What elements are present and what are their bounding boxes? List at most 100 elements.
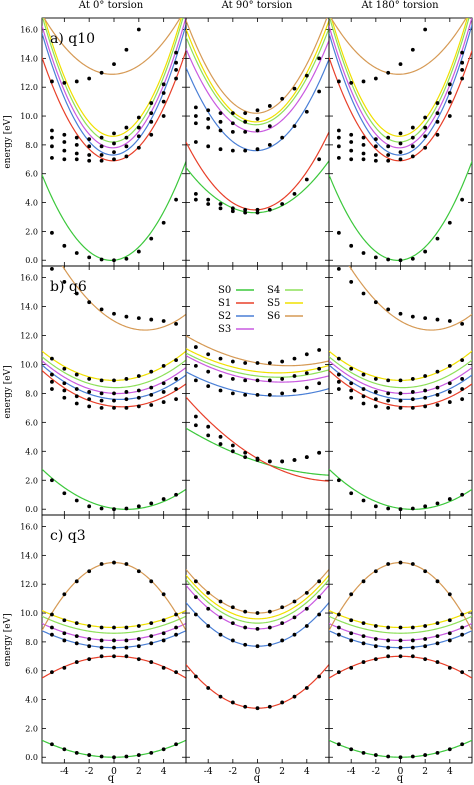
- data-point: [112, 157, 116, 162]
- data-point: [62, 395, 67, 400]
- data-point: [161, 631, 166, 636]
- data-point: [62, 157, 67, 162]
- data-point: [435, 621, 440, 626]
- data-point: [161, 497, 166, 501]
- data-point: [398, 638, 403, 643]
- data-point: [410, 256, 415, 261]
- y-tick-label: 14.0: [20, 551, 38, 560]
- data-point: [218, 202, 223, 206]
- data-point: [460, 76, 465, 81]
- data-point: [373, 569, 378, 574]
- panels: 0.02.04.06.08.010.012.014.016.0a) q100.0…: [20, 17, 473, 777]
- data-point: [230, 605, 235, 610]
- data-point: [373, 300, 378, 305]
- panel-r1-c1: [185, 265, 330, 516]
- curves: [329, 561, 472, 758]
- data-point: [87, 657, 92, 662]
- data-point: [447, 747, 452, 752]
- data-point: [267, 392, 272, 397]
- data-point: [460, 625, 465, 630]
- points: [336, 560, 465, 760]
- data-point: [62, 366, 67, 371]
- data-point: [349, 747, 354, 752]
- points: [193, 56, 322, 215]
- data-point: [62, 638, 67, 643]
- data-point: [373, 504, 378, 509]
- data-point: [149, 392, 154, 397]
- data-point: [267, 642, 272, 647]
- data-point: [386, 506, 391, 511]
- data-point: [87, 153, 92, 157]
- panel-label: c) q3: [50, 528, 86, 544]
- data-point: [50, 144, 54, 149]
- data-point: [62, 280, 67, 284]
- data-point: [230, 449, 235, 454]
- data-point: [447, 114, 452, 118]
- data-point: [255, 117, 260, 121]
- data-point: [174, 742, 178, 747]
- data-point: [336, 372, 341, 377]
- data-point: [410, 645, 415, 650]
- column-title-1: At 90° torsion: [221, 0, 293, 11]
- legend-label-s5: S5: [267, 298, 280, 309]
- data-point: [124, 154, 129, 159]
- data-point: [435, 501, 440, 506]
- x-tick-label: -4: [60, 767, 69, 777]
- data-point: [206, 108, 211, 113]
- data-point: [292, 458, 297, 462]
- data-point: [435, 101, 440, 105]
- data-point: [124, 135, 129, 140]
- data-point: [349, 80, 354, 85]
- data-point: [361, 641, 366, 646]
- y-tick-label: 10.0: [20, 609, 38, 618]
- data-point: [435, 119, 440, 124]
- data-point: [336, 612, 341, 617]
- data-point: [243, 455, 248, 459]
- data-point: [149, 111, 154, 116]
- data-point: [243, 148, 248, 153]
- data-point: [50, 128, 54, 133]
- data-point: [435, 317, 440, 322]
- data-point: [161, 99, 166, 104]
- data-point: [74, 251, 79, 255]
- data-point: [74, 641, 79, 646]
- data-point: [62, 140, 67, 144]
- y-axis-label-row-0: energy [eV]: [3, 115, 13, 168]
- data-point: [161, 638, 166, 643]
- data-point: [149, 621, 154, 626]
- series-curve-s4: [186, 352, 329, 378]
- y-tick-label: 8.0: [25, 141, 38, 150]
- data-point: [398, 645, 403, 650]
- data-point: [243, 207, 248, 212]
- data-point: [50, 612, 54, 617]
- data-point: [149, 119, 154, 124]
- y-tick-label: 14.0: [20, 54, 38, 63]
- data-point: [99, 257, 104, 262]
- data-point: [193, 579, 198, 584]
- data-point: [336, 478, 341, 483]
- data-point: [398, 141, 403, 146]
- data-point: [410, 377, 415, 381]
- data-point: [398, 507, 403, 512]
- data-point: [373, 153, 378, 157]
- data-point: [112, 654, 116, 659]
- data-point: [386, 405, 391, 410]
- data-point: [62, 592, 67, 597]
- data-point: [124, 754, 129, 759]
- data-point: [99, 153, 104, 157]
- data-point: [460, 742, 465, 747]
- data-point: [398, 311, 403, 316]
- panel-label: b) q6: [50, 279, 87, 295]
- data-point: [373, 144, 378, 149]
- data-point: [112, 755, 116, 760]
- y-tick-label: 14.0: [20, 303, 38, 312]
- series-curve-s4: [329, 615, 472, 634]
- data-point: [336, 379, 341, 384]
- points: [50, 266, 178, 512]
- data-point: [304, 352, 309, 357]
- data-point: [50, 742, 54, 747]
- data-point: [193, 345, 198, 349]
- data-point: [435, 579, 440, 584]
- data-point: [386, 645, 391, 650]
- data-point: [447, 319, 452, 323]
